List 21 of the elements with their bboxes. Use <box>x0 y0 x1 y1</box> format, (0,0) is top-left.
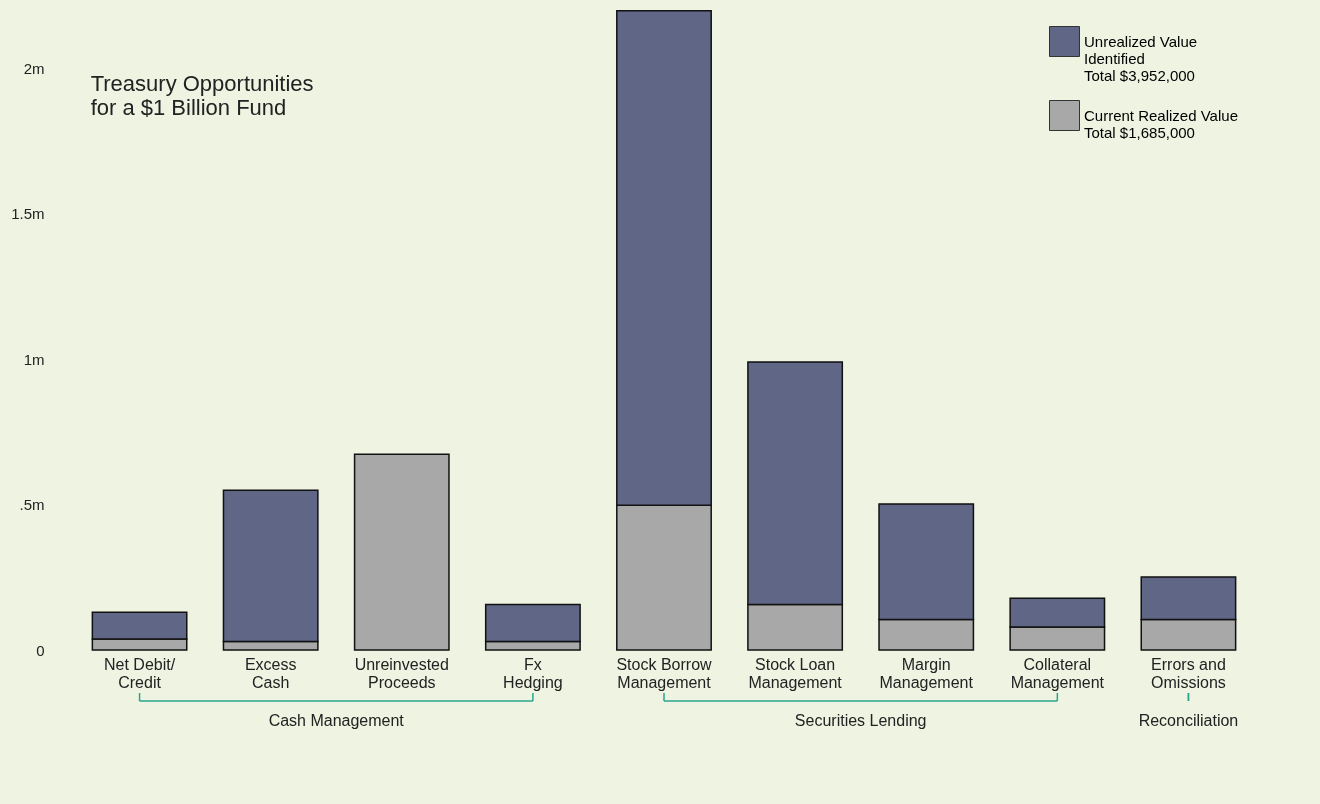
y-tick-label: 1m <box>23 350 45 368</box>
x-tick-label: Collateral Management <box>1010 655 1105 691</box>
x-tick-label: Stock Borrow Management <box>616 655 713 691</box>
legend-label: Current Realized Value Total $1,685,000 <box>1084 106 1238 141</box>
legend-label: Unrealized Value Identified Total $3,952,000 <box>1084 32 1198 84</box>
bar <box>353 453 450 651</box>
x-tick-label: Excess Cash <box>244 655 297 691</box>
y-tick-label: .5m <box>19 496 45 514</box>
text: Securities Lending <box>794 712 927 729</box>
x-tick-label: Unreinvested Proceeds <box>354 655 449 691</box>
x-tick-label: Margin Management <box>879 655 974 691</box>
y-tick-label: 2m <box>23 59 45 77</box>
x-tick-label: Stock Loan Management <box>748 655 843 691</box>
text: Treasury Opportunities for a $1 Billion Fund <box>90 71 314 120</box>
text: Reconciliation <box>1138 712 1239 729</box>
text: Cash Management <box>268 712 405 729</box>
y-tick-label: 0 <box>36 641 45 659</box>
x-tick-label: Net Debit/ Credit <box>103 655 176 691</box>
x-tick-label: Errors and Omissions <box>1151 655 1226 691</box>
x-tick-label: Fx Hedging <box>503 655 563 691</box>
y-tick-label: 1.5m <box>11 205 45 223</box>
